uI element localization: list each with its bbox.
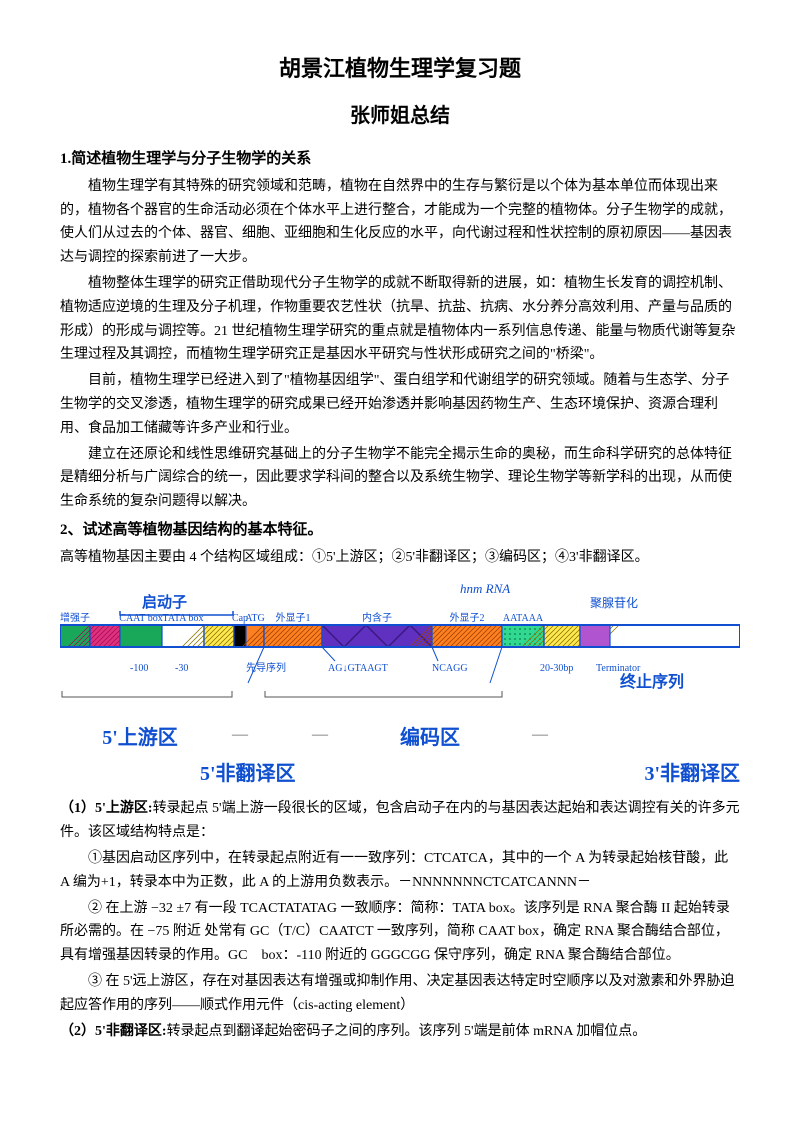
svg-text:AATAAA: AATAAA — [503, 613, 544, 624]
svg-text:外显子2: 外显子2 — [450, 612, 485, 624]
svg-text:先导序列: 先导序列 — [246, 661, 286, 674]
svg-text:-30: -30 — [175, 663, 188, 674]
svg-text:内含子: 内含子 — [362, 611, 392, 624]
body2-p5: （2）5'非翻译区:转录起点到翻译起始密码子之间的序列。该序列 5'端是前体 m… — [60, 1020, 740, 1044]
region-coding: 编码区 — [340, 721, 520, 755]
region-labels: 5'上游区 — — 编码区 — — [60, 721, 740, 755]
gene-structure-diagram: hnm RNA启动子聚腺苷化增强子CAAT boxTATA boxCapATG外… — [60, 579, 740, 791]
region-5-utr: 5'非翻译区 — [160, 757, 400, 791]
svg-text:-100: -100 — [130, 663, 148, 674]
q2-heading: 2、试述高等植物基因结构的基本特征。 — [60, 518, 740, 544]
svg-text:增强子: 增强子 — [60, 611, 90, 624]
gene-svg: hnm RNA启动子聚腺苷化增强子CAAT boxTATA boxCapATG外… — [60, 579, 740, 719]
q1-p3: 目前，植物生理学已经进入到了"植物基因组学"、蛋白组学和代谢组学的研究领域。随着… — [60, 369, 740, 440]
sub-labels: 5'非翻译区 3'非翻译区 — [60, 757, 740, 791]
body2-p4: ③ 在 5'远上游区，存在对基因表达有增强或抑制作用、决定基因表达特定时空顺序以… — [60, 970, 740, 1018]
region-5-upstream: 5'上游区 — [60, 721, 220, 755]
svg-text:Terminator: Terminator — [596, 663, 641, 674]
q1-heading: 1.简述植物生理学与分子生物学的关系 — [60, 147, 740, 173]
page-subtitle: 张师姐总结 — [60, 99, 740, 133]
body2-p2: ①基因启动区序列中，在转录起点附近有一一致序列：CTCATCA，其中的一个 A … — [60, 847, 740, 895]
svg-text:NCAGG: NCAGG — [432, 663, 468, 674]
svg-text:启动子: 启动子 — [142, 593, 187, 611]
page-title: 胡景江植物生理学复习题 — [60, 50, 740, 87]
svg-text:CAAT box: CAAT box — [119, 613, 162, 624]
region-3-utr: 3'非翻译区 — [580, 757, 740, 791]
svg-text:外显子1: 外显子1 — [276, 612, 311, 624]
svg-text:hnm RNA: hnm RNA — [460, 581, 510, 596]
q1-p2: 植物整体生理学的研究正借助现代分子生物学的成就不断取得新的进展，如：植物生长发育… — [60, 272, 740, 367]
svg-text:终止序列: 终止序列 — [620, 672, 684, 691]
q1-p4: 建立在还原论和线性思维研究基础上的分子生物学不能完全揭示生命的奥秘，而生命科学研… — [60, 443, 740, 514]
q2-intro: 高等植物基因主要由 4 个结构区域组成：①5'上游区；②5'非翻译区；③编码区；… — [60, 546, 740, 570]
svg-text:ATG: ATG — [245, 613, 264, 624]
svg-text:聚腺苷化: 聚腺苷化 — [590, 596, 638, 610]
svg-text:20-30bp: 20-30bp — [540, 663, 573, 674]
svg-text:AG↓GTAAGT: AG↓GTAAGT — [328, 663, 388, 674]
body2-p3: ② 在上游 −32 ±7 有一段 TCACTATATAG 一致顺序：简称：TAT… — [60, 897, 740, 968]
q1-p1: 植物生理学有其特殊的研究领域和范畴，植物在自然界中的生存与繁衍是以个体为基本单位… — [60, 175, 740, 270]
body2-p1: （1）5'上游区:转录起点 5'端上游一段很长的区域，包含启动子在内的与基因表达… — [60, 797, 740, 845]
svg-text:TATA box: TATA box — [163, 613, 204, 624]
